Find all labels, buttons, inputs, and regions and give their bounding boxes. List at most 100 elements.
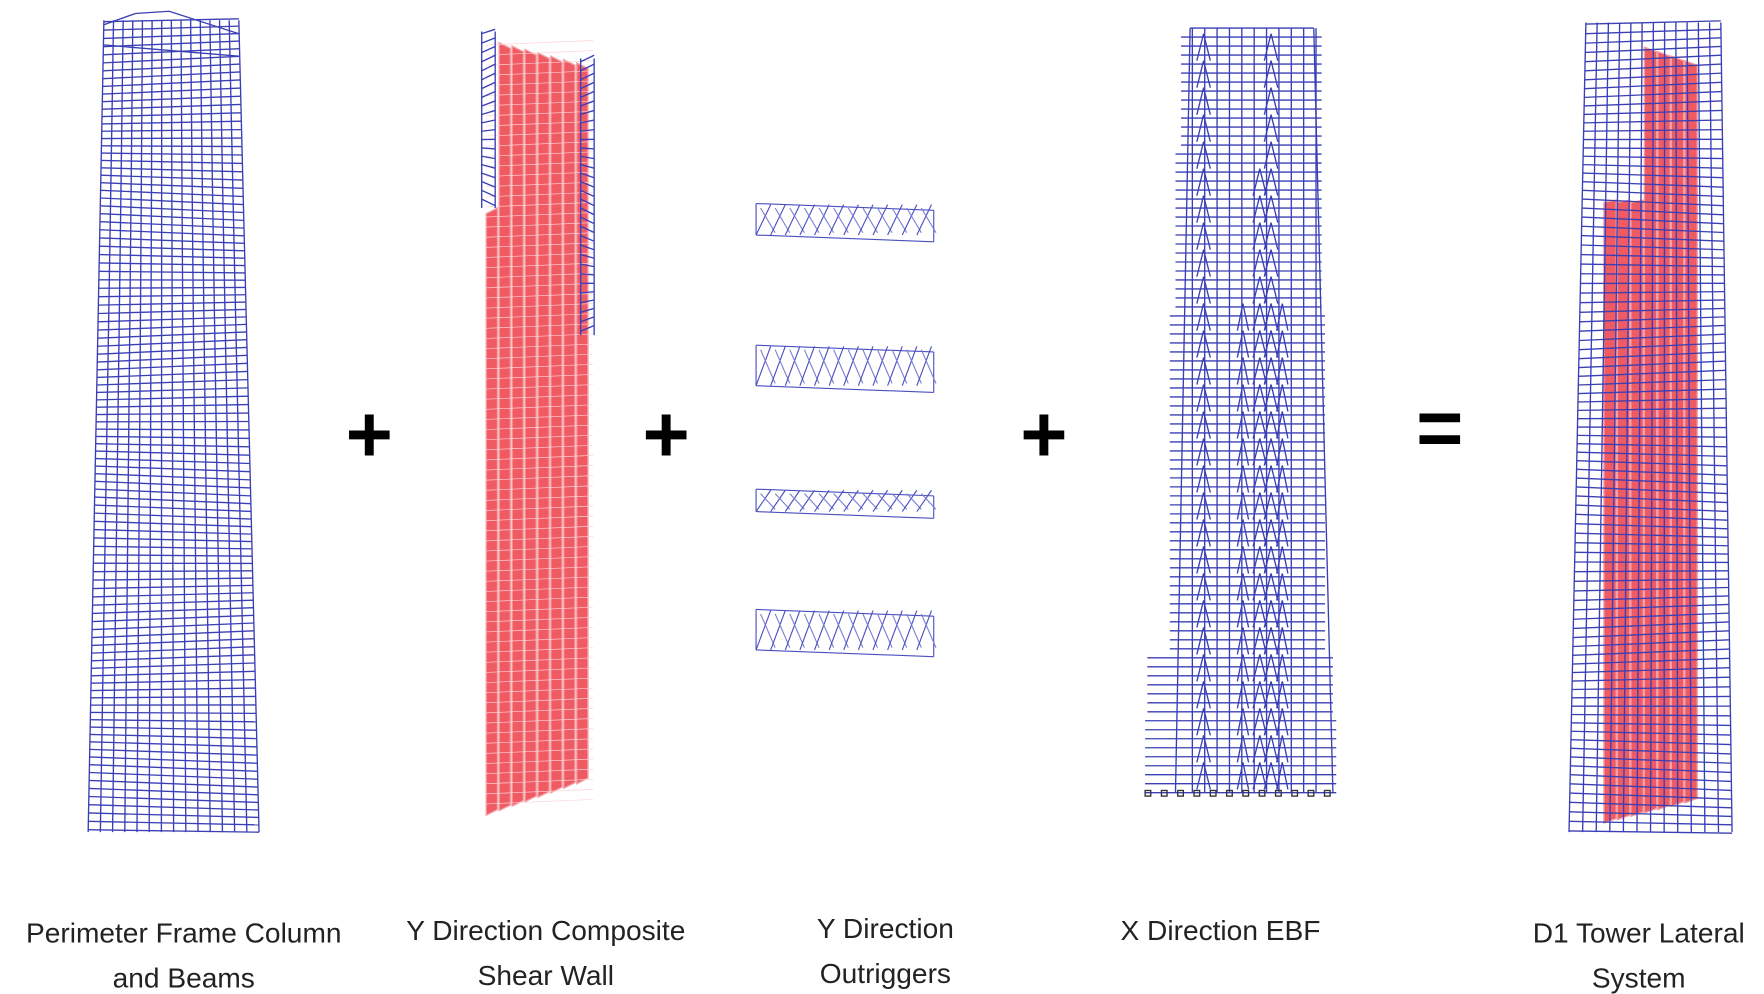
member [200, 20, 210, 832]
member [149, 20, 152, 832]
chevron [1237, 573, 1248, 600]
member [844, 346, 859, 385]
member [100, 20, 113, 832]
chevron [1253, 762, 1266, 789]
wall-panel [551, 56, 562, 793]
member [785, 490, 800, 511]
member [815, 205, 830, 235]
perimeter-frame [88, 11, 259, 832]
wall-panel [499, 43, 510, 811]
member [888, 490, 903, 511]
label: Outriggers [820, 958, 951, 989]
member [771, 490, 786, 511]
member [785, 346, 800, 385]
outriggers [756, 204, 936, 657]
member [829, 611, 844, 650]
chevron [1197, 654, 1210, 681]
member [829, 205, 844, 235]
member [756, 611, 771, 650]
member [917, 611, 932, 650]
member [756, 205, 771, 235]
member [858, 205, 873, 235]
chevron [1197, 708, 1210, 735]
chevron [1253, 223, 1266, 250]
member [482, 199, 495, 206]
wall-panel [577, 63, 588, 784]
member [771, 205, 786, 235]
member [858, 346, 873, 385]
member [756, 386, 934, 393]
member [210, 20, 223, 832]
member [756, 650, 934, 657]
member [873, 611, 888, 650]
member [873, 205, 888, 235]
member [771, 346, 786, 385]
member [815, 346, 830, 385]
member [482, 92, 495, 98]
chevron [1237, 762, 1248, 789]
member [785, 205, 800, 235]
chevron [1197, 573, 1210, 600]
member [829, 490, 844, 511]
member [902, 346, 917, 385]
shear-wall [482, 29, 594, 815]
label: and Beams [113, 962, 255, 993]
member [171, 20, 173, 832]
wall-panel [525, 49, 536, 801]
chevron [1253, 627, 1266, 654]
chevron [1237, 627, 1248, 654]
member [858, 611, 873, 650]
member [756, 490, 771, 511]
label: System [1592, 962, 1686, 993]
member [785, 611, 800, 650]
member [902, 611, 917, 650]
member [917, 346, 932, 385]
member [482, 148, 495, 149]
chevron [1253, 573, 1266, 600]
member [482, 55, 495, 62]
member [800, 490, 815, 511]
member [482, 46, 495, 52]
chevron [1197, 223, 1210, 250]
member [181, 20, 186, 832]
operator: + [1020, 390, 1067, 480]
member [113, 20, 124, 832]
combined-tower [1569, 21, 1732, 833]
member [756, 512, 934, 519]
wall-panel [512, 46, 523, 806]
member [482, 173, 495, 178]
chevron [1237, 654, 1248, 681]
member [191, 20, 198, 832]
lateral-system-diagram: + + + = Perimeter Frame Column and Beams… [0, 0, 1764, 994]
member [873, 346, 888, 385]
label: Y Direction Composite [406, 915, 685, 946]
chevron [1253, 654, 1266, 681]
member [844, 611, 859, 650]
member [815, 490, 830, 511]
member [482, 130, 495, 132]
member [771, 611, 786, 650]
member [888, 346, 903, 385]
chevron [1253, 519, 1266, 546]
chevron [1197, 277, 1210, 304]
operator: + [642, 390, 689, 480]
member [756, 346, 771, 385]
member [756, 235, 934, 242]
member [482, 29, 495, 33]
chevron [1197, 762, 1210, 789]
member [125, 20, 133, 832]
member [239, 20, 259, 832]
operator: + [346, 390, 393, 480]
member [482, 120, 495, 123]
member [800, 346, 815, 385]
label: Shear Wall [478, 960, 614, 991]
member [844, 205, 859, 235]
member [815, 611, 830, 650]
member [137, 20, 142, 832]
chevron [1253, 277, 1266, 304]
member [800, 611, 815, 650]
member [888, 611, 903, 650]
member [486, 40, 593, 44]
member [88, 20, 104, 832]
wall-panel [486, 208, 497, 815]
